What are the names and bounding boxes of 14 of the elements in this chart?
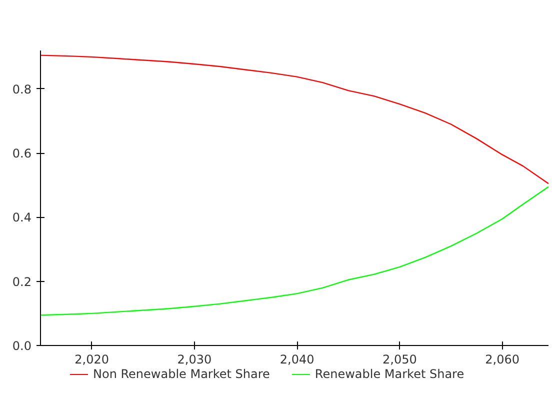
y-tick-label: 0.6 [12, 146, 32, 161]
x-tick-label: 2,050 [382, 352, 417, 366]
line-series [40, 54, 548, 184]
y-tick-label: 0.0 [12, 339, 32, 353]
x-tick-label: 2,060 [485, 352, 520, 366]
legend-label: Renewable Market Share [314, 367, 464, 381]
y-tick-label: 0.4 [12, 210, 32, 225]
y-tick-label: 0.8 [12, 82, 32, 96]
y-tick-label: 0.2 [12, 274, 32, 289]
x-tick-label: 2,020 [74, 352, 109, 366]
legend-label: Non Renewable Market Share [93, 367, 270, 381]
line-series [40, 186, 548, 316]
x-tick-label: 2,040 [280, 352, 314, 366]
x-tick-label: 2,030 [177, 352, 212, 366]
